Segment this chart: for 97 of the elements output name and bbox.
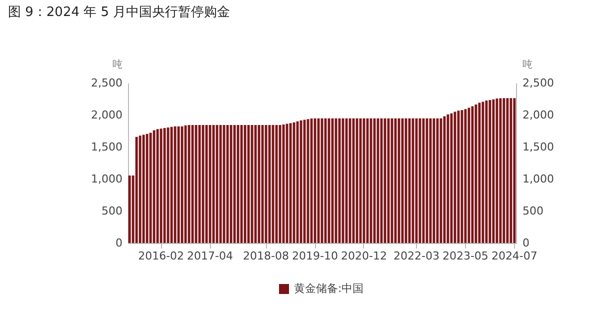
bar xyxy=(457,110,460,243)
bar xyxy=(446,114,450,243)
bar xyxy=(474,104,478,243)
bar xyxy=(464,109,467,243)
y2-tick-label: 1,000 xyxy=(522,172,554,186)
bar xyxy=(135,136,138,243)
bar xyxy=(240,125,243,243)
bar xyxy=(170,126,173,243)
bar xyxy=(408,118,411,243)
bar xyxy=(412,118,414,243)
bar xyxy=(198,125,201,243)
y2-tick-label: 0 xyxy=(522,236,530,250)
bar xyxy=(422,118,425,243)
bar xyxy=(244,125,246,243)
bar xyxy=(205,125,208,243)
bar xyxy=(394,118,397,243)
bar xyxy=(502,98,506,243)
bar xyxy=(160,128,162,243)
bar xyxy=(247,125,250,243)
y-tick-label: 2,000 xyxy=(91,108,122,122)
bar xyxy=(142,134,145,243)
x-tick-label: 2023-05 xyxy=(442,250,488,262)
bar xyxy=(506,98,509,243)
bar xyxy=(401,118,404,243)
chart-title: 图 9：2024 年 5 月中国央行暂停购金 xyxy=(8,5,230,20)
bar xyxy=(230,125,232,243)
bar xyxy=(212,125,215,243)
x-tick-label: 2020-12 xyxy=(341,250,387,262)
bar xyxy=(499,98,502,243)
y-tick-label: 1,000 xyxy=(91,172,122,186)
bar xyxy=(184,125,187,243)
y-axis-title: 吨 xyxy=(112,58,122,70)
bar xyxy=(478,102,481,243)
bar xyxy=(226,125,229,243)
bar xyxy=(174,126,176,243)
bar xyxy=(440,118,442,243)
y-tick-label: 500 xyxy=(102,204,122,218)
bar xyxy=(146,134,148,243)
bar xyxy=(152,130,156,243)
bar xyxy=(482,102,484,243)
y-tick-label: 1,500 xyxy=(91,140,122,154)
bar xyxy=(254,125,257,243)
bar xyxy=(513,98,516,243)
y2-tick-label: 1,500 xyxy=(522,140,554,154)
x-tick-label: 2019-10 xyxy=(292,250,338,262)
bar xyxy=(138,136,142,243)
bar xyxy=(216,125,218,243)
y-tick-label: 0 xyxy=(116,236,122,250)
bar xyxy=(222,125,226,243)
bar xyxy=(454,112,456,243)
bar xyxy=(180,126,184,243)
bar xyxy=(436,118,439,243)
bar xyxy=(426,118,428,243)
bar xyxy=(149,132,152,243)
y2-axis-title: 吨 xyxy=(522,58,532,70)
bar xyxy=(188,125,190,243)
bar xyxy=(485,100,488,243)
bar xyxy=(415,118,418,243)
bar xyxy=(460,110,464,243)
y2-tick-label: 2,000 xyxy=(522,108,554,122)
bar xyxy=(202,125,204,243)
bar xyxy=(488,100,492,243)
bar xyxy=(387,118,390,243)
bar xyxy=(510,98,512,243)
bar xyxy=(398,118,400,243)
legend-label: 黄金储备:中国 xyxy=(294,282,364,295)
y-tick-label: 2,500 xyxy=(91,76,122,90)
bar xyxy=(236,125,240,243)
y2-tick-label: 500 xyxy=(522,204,544,218)
bar xyxy=(194,125,198,243)
x-tick-label: 2017-04 xyxy=(187,250,234,262)
bar xyxy=(177,126,180,243)
bar xyxy=(233,125,236,243)
bar xyxy=(156,129,159,243)
bar xyxy=(166,127,170,243)
bar xyxy=(191,125,194,243)
x-tick-label: 2018-08 xyxy=(243,250,290,262)
bar xyxy=(250,125,254,243)
bar xyxy=(163,128,166,243)
x-tick-label: 2022-03 xyxy=(393,250,440,262)
y2-tick-label: 2,500 xyxy=(522,76,554,90)
bar xyxy=(432,118,436,243)
bar xyxy=(128,176,131,243)
bar xyxy=(429,118,432,243)
bar xyxy=(219,125,222,243)
bar xyxy=(496,98,498,243)
bar xyxy=(208,125,212,243)
bar xyxy=(390,118,394,243)
bar xyxy=(492,99,495,243)
x-tick-label: 2016-02 xyxy=(138,250,184,262)
bar xyxy=(443,116,446,243)
bar xyxy=(450,113,453,243)
bar xyxy=(404,118,408,243)
bar xyxy=(418,118,422,243)
bar xyxy=(471,106,474,243)
bar xyxy=(468,108,470,243)
x-tick-label: 2024-07 xyxy=(491,250,538,262)
